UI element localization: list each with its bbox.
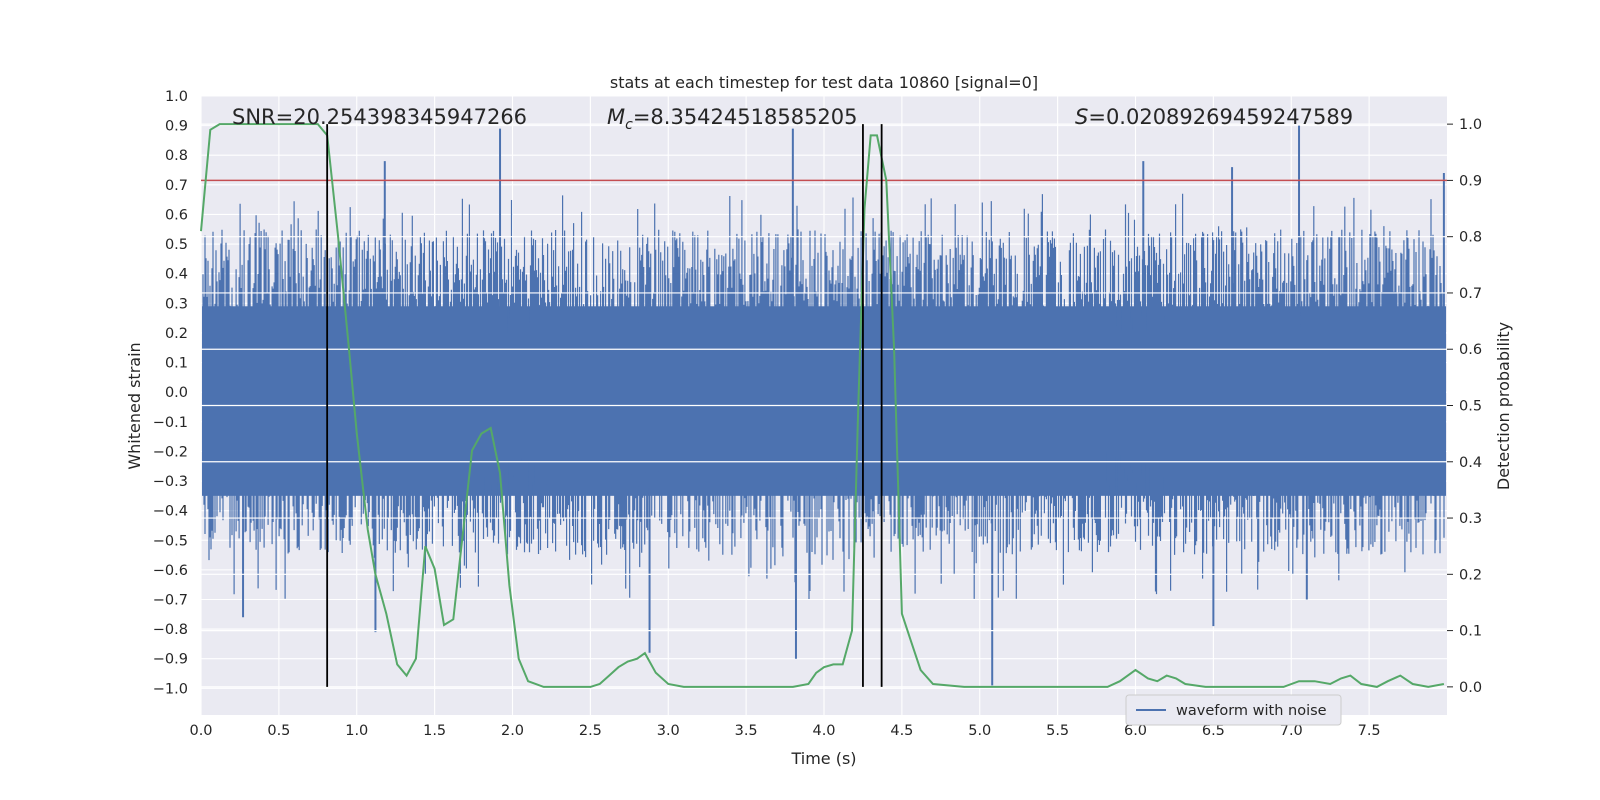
x-tick-label: 0.5 xyxy=(267,723,290,739)
y-right-tick-label: 0.6 xyxy=(1459,342,1482,358)
left-axis-ticks: 1.0 0.9 0.8 0.7 0.6 0.5 0.4 0.3 0.2 0.1 0.0 −0.1 −0.… xyxy=(153,89,188,697)
x-tick-label: 5.5 xyxy=(1046,723,1069,739)
legend: waveform with noise xyxy=(1125,694,1342,726)
chirp-mass-annotation: Mc=8.35424518585205 xyxy=(607,105,858,133)
legend-box xyxy=(1125,694,1342,726)
detection-markers xyxy=(326,124,883,687)
y-left-tick-label: 0.1 xyxy=(165,356,188,372)
y-right-tick-label: 0.3 xyxy=(1459,511,1482,527)
y-left-tick-label: −0.8 xyxy=(153,622,188,638)
x-axis-ticks: 0.0 0.5 1.0 1.5 2.0 2.5 3.0 3.5 4.0 4.5 5.0 5.5 6.0 6… xyxy=(189,723,1380,739)
legend-label-waveform: waveform with noise xyxy=(1176,703,1327,719)
x-tick-label: 1.5 xyxy=(423,723,446,739)
x-tick-label: 5.0 xyxy=(968,723,991,739)
x-tick-label: 4.5 xyxy=(890,723,913,739)
snr-annotation: SNR=20.254398345947266 xyxy=(232,105,527,129)
s-annotation: S=0.02089269459247589 xyxy=(1075,105,1353,129)
y-left-tick-label: 0.2 xyxy=(165,326,188,342)
s-value: =0.02089269459247589 xyxy=(1088,105,1353,129)
s-symbol: S xyxy=(1075,105,1088,129)
x-tick-label: 2.0 xyxy=(501,723,524,739)
y-left-tick-label: −0.1 xyxy=(153,415,188,431)
y-right-tick-label: 0.2 xyxy=(1459,567,1482,583)
x-tick-label: 7.0 xyxy=(1280,723,1303,739)
probability-data xyxy=(200,123,1447,688)
y-right-tick-label: 0.5 xyxy=(1459,399,1482,415)
chirp-mass-symbol: M xyxy=(607,105,625,129)
x-tick-label: 4.0 xyxy=(812,723,835,739)
y-left-tick-label: 0.7 xyxy=(165,178,188,194)
y-left-tick-label: 0.0 xyxy=(165,385,188,401)
x-tick-label: 3.0 xyxy=(657,723,680,739)
y-axis-label-left: Whitened strain xyxy=(125,342,144,469)
x-tick-label: 2.5 xyxy=(579,723,602,739)
probability-line xyxy=(200,123,1445,688)
right-axis-ticks: 1.0 0.9 0.8 0.7 0.6 0.5 0.4 0.3 0.2 0.1 0.0 xyxy=(1447,117,1482,696)
waveform-data xyxy=(201,123,1447,688)
chirp-mass-subscript: c xyxy=(625,117,633,133)
x-axis-label: Time (s) xyxy=(790,749,856,768)
chart-title: stats at each timestep for test data 108… xyxy=(610,73,1038,92)
y-left-tick-label: 0.3 xyxy=(165,296,188,312)
y-left-tick-label: −1.0 xyxy=(153,681,188,697)
y-left-tick-label: 0.8 xyxy=(165,148,188,164)
y-left-tick-label: −0.3 xyxy=(153,474,188,490)
x-tick-label: 6.0 xyxy=(1124,723,1147,739)
y-left-tick-label: 0.9 xyxy=(165,119,188,135)
y-right-tick-label: 0.8 xyxy=(1459,230,1482,246)
y-axis-label-right: Detection probability xyxy=(1494,322,1513,490)
y-left-tick-label: 1.0 xyxy=(165,89,188,105)
y-left-tick-label: −0.6 xyxy=(153,563,188,579)
x-tick-label: 0.0 xyxy=(189,723,212,739)
y-left-tick-label: 0.5 xyxy=(165,237,188,253)
y-left-tick-label: −0.5 xyxy=(153,533,188,549)
x-tick-label: 7.5 xyxy=(1358,723,1381,739)
y-right-tick-label: 0.7 xyxy=(1459,286,1482,302)
chirp-mass-value: =8.35424518585205 xyxy=(633,105,858,129)
y-left-tick-label: 0.6 xyxy=(165,207,188,223)
y-right-tick-label: 1.0 xyxy=(1459,117,1482,133)
y-left-tick-label: −0.2 xyxy=(153,444,188,460)
y-right-tick-label: 0.0 xyxy=(1459,680,1482,696)
y-right-tick-label: 0.9 xyxy=(1459,173,1482,189)
x-tick-label: 1.0 xyxy=(345,723,368,739)
y-left-tick-label: −0.4 xyxy=(153,504,188,520)
y-left-tick-label: 0.4 xyxy=(165,267,188,283)
y-right-tick-label: 0.4 xyxy=(1459,455,1482,471)
x-tick-label: 6.5 xyxy=(1202,723,1225,739)
y-left-tick-label: −0.7 xyxy=(153,592,188,608)
y-right-tick-label: 0.1 xyxy=(1459,624,1482,640)
y-left-tick-label: −0.9 xyxy=(153,652,188,668)
x-tick-label: 3.5 xyxy=(735,723,758,739)
